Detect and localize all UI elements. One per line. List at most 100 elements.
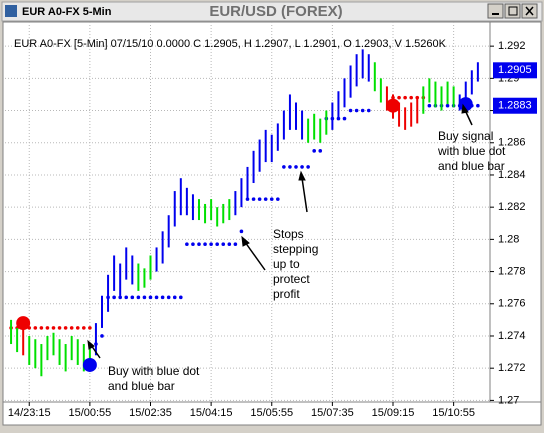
- annotation: and blue bar: [108, 379, 175, 393]
- window-icon: [5, 5, 17, 17]
- price-flag-label: 1.2883: [498, 100, 532, 112]
- arrows: [87, 103, 473, 359]
- stop-dot: [227, 242, 232, 247]
- stop-dot: [124, 295, 129, 300]
- stop-dot: [318, 149, 323, 153]
- stop-dot: [185, 242, 189, 247]
- stop-dot: [294, 165, 298, 169]
- stop-dot: [269, 197, 274, 201]
- y-tick-label: 1.292: [498, 40, 526, 52]
- maximize-icon: [508, 6, 518, 16]
- stop-dot: [197, 242, 201, 247]
- stop-dot: [148, 295, 153, 300]
- grid: [5, 22, 490, 402]
- stop-dot: [112, 295, 116, 300]
- stop-dot: [409, 95, 413, 100]
- stop-dot: [45, 326, 50, 330]
- stop-dot: [282, 165, 286, 169]
- price-flag-label: 1.2905: [498, 64, 532, 76]
- annotation: with blue dot: [437, 144, 506, 158]
- y-tick-label: 1.272: [498, 362, 526, 374]
- annotation: Stops: [273, 227, 304, 241]
- arrow-head-3: [298, 170, 306, 181]
- stop-dot: [88, 326, 92, 330]
- stop-dot: [142, 295, 147, 300]
- maximize-button[interactable]: [504, 3, 521, 19]
- signal-dot: [386, 98, 400, 113]
- annotation: protect: [273, 272, 310, 286]
- x-tick-label: 15/09:15: [372, 407, 415, 419]
- arrow-2: [244, 241, 266, 271]
- stop-dot: [215, 242, 219, 247]
- stop-dot: [57, 326, 62, 330]
- price-flag: [493, 62, 537, 79]
- close-icon: [525, 6, 534, 16]
- y-tick-label: 1.284: [498, 169, 526, 181]
- y-tick-label: 1.274: [498, 330, 526, 342]
- price-flag: [493, 97, 537, 114]
- stop-dot: [154, 295, 159, 300]
- x-tick-label: 15/00:55: [68, 407, 111, 419]
- arrow-3: [301, 177, 308, 213]
- signal-dot: [82, 357, 97, 372]
- stop-dot: [130, 295, 135, 300]
- stop-dot: [33, 326, 38, 330]
- annotation: up to: [273, 257, 300, 271]
- stop-dot: [179, 295, 183, 300]
- arrow-head-4: [461, 103, 469, 114]
- stop-dot: [300, 165, 304, 169]
- minimize-button[interactable]: [487, 3, 504, 19]
- stop-dot: [257, 197, 262, 201]
- signal-dot: [16, 316, 31, 331]
- stop-dot: [312, 149, 316, 153]
- stop-dot: [233, 242, 238, 247]
- annotation: profit: [273, 287, 300, 301]
- y-tick-label: 1.28: [498, 233, 519, 245]
- y-tick-label: 1.278: [498, 265, 526, 277]
- stop-dot: [445, 103, 450, 108]
- stop-dot: [100, 334, 104, 338]
- stop-dot: [75, 326, 80, 330]
- arrow-head-1: [87, 339, 95, 350]
- stop-dot: [203, 242, 207, 247]
- annotation: and blue bar: [438, 159, 505, 173]
- stop-dot: [397, 95, 401, 100]
- stop-dot: [251, 197, 256, 201]
- stop-dot: [366, 108, 371, 113]
- window-title-left: EUR A0-FX 5-Min: [22, 6, 112, 18]
- annotation: Buy with blue dot: [108, 364, 200, 378]
- stop-dot: [166, 295, 171, 300]
- window-buttons[interactable]: [487, 3, 538, 19]
- stop-dot: [160, 295, 165, 300]
- annotation: stepping: [273, 242, 318, 256]
- y-tick-label: 1.276: [498, 298, 526, 310]
- x-tick-label: 15/05:55: [250, 407, 293, 419]
- stop-dot: [288, 165, 292, 169]
- stop-dot: [136, 295, 141, 300]
- x-tick-label: 15/02:35: [129, 407, 172, 419]
- stop-dot: [306, 165, 310, 169]
- title-bar: [1, 1, 543, 22]
- stop-dot: [427, 103, 432, 108]
- stop-dot: [118, 295, 122, 300]
- stop-dot: [69, 326, 74, 330]
- y-tick-label: 1.282: [498, 201, 526, 213]
- stop-dot: [221, 242, 226, 247]
- stop-dot: [403, 95, 407, 100]
- stop-dot: [239, 229, 244, 234]
- stop-dot: [172, 295, 177, 300]
- stop-dot: [342, 116, 347, 121]
- stop-dot: [51, 326, 56, 330]
- x-tick-label: 15/07:35: [311, 407, 354, 419]
- stop-dot: [360, 108, 365, 113]
- window-title: EUR/USD (FOREX): [209, 3, 342, 20]
- x-tick-label: 15/10:55: [432, 407, 475, 419]
- chart-header: EUR A0-FX [5-Min] 07/15/10 0.0000 C 1.29…: [14, 38, 447, 50]
- stop-dot: [354, 108, 359, 113]
- x-tick-label: 15/04:15: [190, 407, 233, 419]
- y-tick-label: 1.286: [498, 137, 526, 149]
- stop-dot: [82, 326, 86, 330]
- arrow-head-2: [241, 235, 250, 247]
